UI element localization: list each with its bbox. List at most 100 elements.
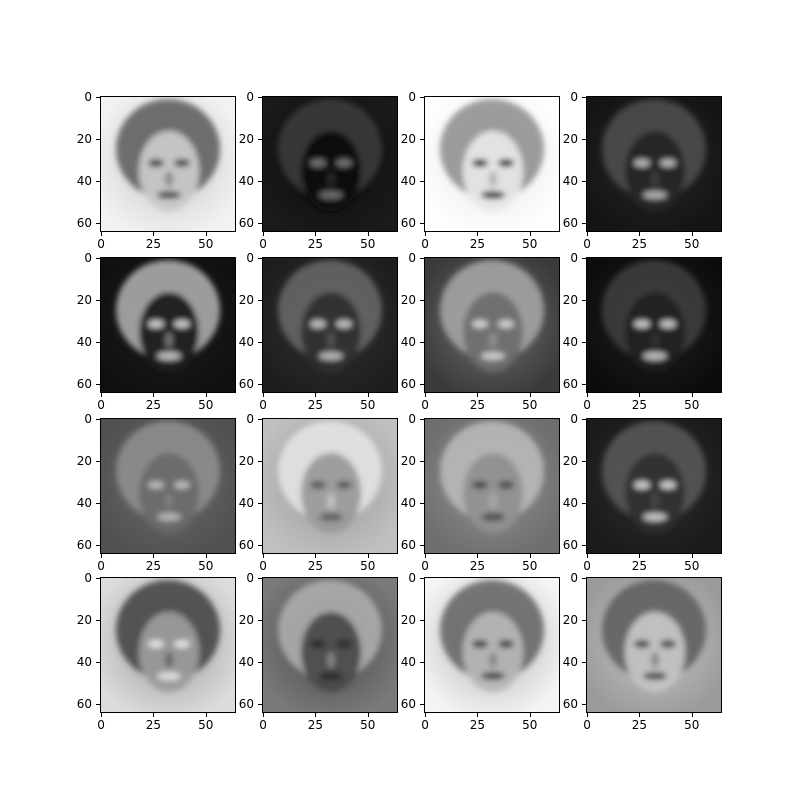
x-tick-label: 25 xyxy=(631,237,648,251)
y-tick-mark xyxy=(258,222,262,224)
y-tick-label: 60 xyxy=(238,376,254,391)
face-image xyxy=(263,258,397,392)
y-tick-mark xyxy=(420,97,424,99)
image-frame xyxy=(100,96,236,232)
x-tick-label: 0 xyxy=(583,718,591,732)
y-tick-mark xyxy=(96,180,100,182)
y-tick-label: 60 xyxy=(562,696,578,711)
face-image-panel: 0 25 50 0 20 40 60 xyxy=(77,90,236,251)
x-tick-mark xyxy=(205,554,207,558)
x-tick-label: 0 xyxy=(97,559,105,573)
y-tick-mark xyxy=(96,299,100,301)
x-tick-mark xyxy=(639,554,641,558)
x-tick-label: 0 xyxy=(97,718,105,732)
y-tick-mark xyxy=(420,299,424,301)
y-tick-label: 60 xyxy=(400,537,416,552)
y-tick-mark xyxy=(258,703,262,705)
y-tick-label: 60 xyxy=(562,537,578,552)
x-tick-mark xyxy=(425,232,427,236)
face-image xyxy=(101,578,235,712)
y-tick-label: 0 xyxy=(84,571,92,586)
x-tick-label: 25 xyxy=(307,237,324,251)
y-tick-mark xyxy=(582,180,586,182)
x-tick-label: 50 xyxy=(684,398,700,412)
x-tick-mark xyxy=(587,554,589,558)
y-tick-label: 0 xyxy=(408,412,416,427)
y-tick-label: 40 xyxy=(238,654,254,669)
y-tick-mark xyxy=(582,661,586,663)
y-tick-mark xyxy=(258,97,262,99)
x-tick-label: 0 xyxy=(421,559,429,573)
y-tick-mark xyxy=(420,222,424,224)
y-tick-mark xyxy=(258,502,262,504)
x-tick-mark xyxy=(205,232,207,236)
y-tick-label: 0 xyxy=(570,251,578,266)
y-tick-mark xyxy=(420,180,424,182)
y-tick-label: 60 xyxy=(400,696,416,711)
image-frame xyxy=(424,418,560,554)
x-tick-label: 0 xyxy=(259,559,267,573)
x-tick-label: 0 xyxy=(421,718,429,732)
face-image-panel: 0 25 50 0 20 40 60 xyxy=(563,412,722,573)
y-tick-label: 20 xyxy=(238,131,254,146)
y-tick-mark xyxy=(258,578,262,580)
x-tick-label: 50 xyxy=(684,237,700,251)
image-frame xyxy=(262,96,398,232)
y-tick-mark xyxy=(582,460,586,462)
x-tick-mark xyxy=(263,232,265,236)
x-tick-mark xyxy=(205,393,207,397)
x-tick-label: 0 xyxy=(421,398,429,412)
y-tick-label: 20 xyxy=(76,453,92,468)
y-tick-mark xyxy=(582,703,586,705)
y-tick-label: 40 xyxy=(76,334,92,349)
x-tick-mark xyxy=(101,232,103,236)
y-tick-label: 20 xyxy=(76,612,92,627)
x-tick-mark xyxy=(691,232,693,236)
x-tick-mark xyxy=(477,713,479,717)
y-tick-label: 0 xyxy=(246,251,254,266)
image-frame xyxy=(424,96,560,232)
x-tick-mark xyxy=(639,232,641,236)
y-tick-label: 60 xyxy=(400,215,416,230)
y-tick-label: 0 xyxy=(570,90,578,105)
x-tick-label: 25 xyxy=(631,398,648,412)
x-tick-label: 25 xyxy=(307,559,324,573)
y-tick-label: 20 xyxy=(238,292,254,307)
x-tick-label: 50 xyxy=(360,237,376,251)
image-frame xyxy=(262,418,398,554)
y-tick-label: 0 xyxy=(570,412,578,427)
face-image-panel: 0 25 50 0 20 40 60 xyxy=(239,571,398,732)
x-tick-mark xyxy=(101,554,103,558)
y-tick-label: 40 xyxy=(562,654,578,669)
y-tick-label: 0 xyxy=(84,90,92,105)
y-tick-label: 60 xyxy=(76,215,92,230)
y-tick-mark xyxy=(258,419,262,421)
y-tick-label: 0 xyxy=(246,571,254,586)
x-tick-mark xyxy=(639,393,641,397)
y-tick-mark xyxy=(96,619,100,621)
y-tick-mark xyxy=(420,138,424,140)
image-frame xyxy=(424,257,560,393)
y-tick-mark xyxy=(582,619,586,621)
x-tick-label: 25 xyxy=(145,718,162,732)
x-tick-label: 50 xyxy=(684,559,700,573)
x-tick-mark xyxy=(153,393,155,397)
image-frame xyxy=(586,418,722,554)
x-tick-mark xyxy=(529,554,531,558)
y-tick-mark xyxy=(420,383,424,385)
x-tick-mark xyxy=(691,393,693,397)
x-tick-mark xyxy=(263,393,265,397)
y-tick-label: 40 xyxy=(400,654,416,669)
face-image xyxy=(101,97,235,231)
y-tick-mark xyxy=(258,619,262,621)
x-tick-mark xyxy=(529,393,531,397)
x-tick-mark xyxy=(529,232,531,236)
y-tick-mark xyxy=(258,661,262,663)
y-tick-label: 0 xyxy=(408,251,416,266)
face-image xyxy=(101,419,235,553)
y-tick-mark xyxy=(258,180,262,182)
y-tick-mark xyxy=(420,544,424,546)
y-tick-mark xyxy=(96,661,100,663)
y-tick-label: 20 xyxy=(400,453,416,468)
y-tick-label: 40 xyxy=(562,173,578,188)
